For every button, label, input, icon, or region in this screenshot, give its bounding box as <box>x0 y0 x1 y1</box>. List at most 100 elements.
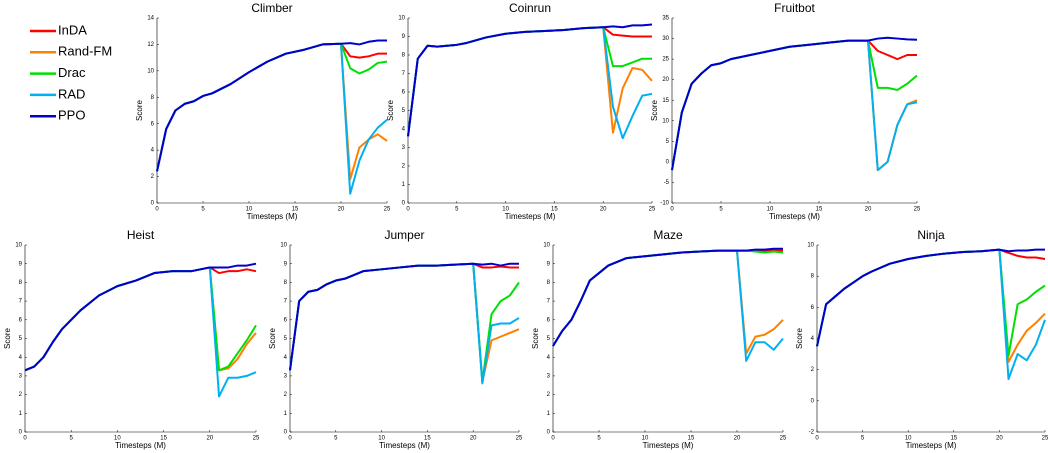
x-axis-label: Timesteps (M) <box>643 441 694 450</box>
y-tick-label: 0 <box>547 430 551 436</box>
x-tick-label: 5 <box>70 436 74 442</box>
y-tick-label: 0 <box>811 398 815 404</box>
x-tick-label: 0 <box>815 436 819 442</box>
y-tick-label: 0 <box>666 159 670 165</box>
series-line: Drac <box>156 42 388 172</box>
series-line: PPO <box>156 39 387 172</box>
y-tick-label: 9 <box>19 261 23 267</box>
x-tick-label: 15 <box>816 207 823 213</box>
y-tick-label: 4 <box>151 148 155 154</box>
y-tick-label: 10 <box>398 16 405 22</box>
x-axis-label: Timesteps (M) <box>505 212 556 221</box>
y-tick-label: 10 <box>662 118 669 124</box>
axes <box>552 245 783 433</box>
y-tick-label: 8 <box>402 53 406 59</box>
x-tick-label: 25 <box>253 436 260 442</box>
x-tick-label: 25 <box>914 207 921 213</box>
x-tick-label: 10 <box>246 207 253 213</box>
axes <box>407 18 652 204</box>
chart-title: Ninja <box>917 228 945 242</box>
x-tick-label: 0 <box>551 436 555 442</box>
series-line: Rand-FM <box>24 266 257 372</box>
axes <box>156 18 387 204</box>
series-line: PPO <box>289 262 519 371</box>
x-tick-label: 25 <box>1042 436 1048 442</box>
y-tick-label: 4 <box>19 355 23 361</box>
y-tick-label: 25 <box>662 57 669 63</box>
y-tick-label: 3 <box>19 373 23 379</box>
axes <box>816 245 1045 433</box>
series-line: Drac <box>671 39 918 171</box>
series-line: InDA <box>24 266 257 372</box>
y-tick-label: 5 <box>547 336 551 342</box>
y-axis-label: Score <box>268 328 277 349</box>
y-axis-label: Score <box>795 328 804 349</box>
y-tick-label: 10 <box>807 243 814 249</box>
y-tick-label: 20 <box>662 77 669 83</box>
y-tick-label: -2 <box>809 430 815 436</box>
x-tick-label: 0 <box>670 207 674 213</box>
y-tick-label: 6 <box>547 317 551 323</box>
x-tick-label: 20 <box>206 436 213 442</box>
y-tick-label: 2 <box>19 392 23 398</box>
y-tick-label: 10 <box>15 243 22 249</box>
series-line: Rand-FM <box>671 39 918 172</box>
x-tick-label: 5 <box>719 207 723 213</box>
y-tick-label: 4 <box>284 355 288 361</box>
chart-title: Jumper <box>384 228 424 242</box>
series-line: InDA <box>671 39 917 171</box>
y-tick-label: 0 <box>151 201 155 207</box>
y-tick-label: 10 <box>280 243 287 249</box>
x-tick-label: 5 <box>861 436 865 442</box>
series-line: PPO <box>816 248 1045 347</box>
y-tick-label: 6 <box>811 305 815 311</box>
x-axis-label: Timesteps (M) <box>906 441 957 450</box>
y-tick-label: 0 <box>19 430 23 436</box>
y-tick-label: 6 <box>151 121 155 127</box>
x-tick-label: 10 <box>502 207 509 213</box>
x-tick-label: 15 <box>292 207 299 213</box>
y-tick-label: 0 <box>284 430 288 436</box>
axes <box>671 18 917 204</box>
y-tick-label: 4 <box>811 336 815 342</box>
legend-label: Drac <box>58 65 86 80</box>
chart-title: Fruitbot <box>774 1 815 15</box>
series-line: InDA <box>552 249 783 347</box>
series-line: Drac <box>24 266 257 372</box>
y-tick-label: 7 <box>284 299 288 305</box>
y-axis-label: Score <box>3 328 12 349</box>
y-tick-label: -10 <box>660 201 669 207</box>
series-line: PPO <box>671 36 918 171</box>
series-line: Drac <box>816 248 1046 357</box>
x-tick-label: 5 <box>597 436 601 442</box>
y-tick-label: 2 <box>151 174 155 180</box>
x-axis-label: Timesteps (M) <box>115 441 166 450</box>
y-tick-label: 9 <box>547 261 551 267</box>
axes <box>289 245 519 433</box>
y-tick-label: -5 <box>664 180 670 186</box>
y-tick-label: 3 <box>547 373 551 379</box>
y-tick-label: 0 <box>402 201 406 207</box>
y-tick-label: 5 <box>402 108 406 114</box>
x-tick-label: 20 <box>996 436 1003 442</box>
y-tick-label: 10 <box>543 243 550 249</box>
x-axis-label: Timesteps (M) <box>247 212 298 221</box>
y-tick-label: 10 <box>147 68 154 74</box>
y-tick-label: 9 <box>402 34 406 40</box>
chart-title: Maze <box>653 228 683 242</box>
series-line: InDA <box>289 262 519 371</box>
y-tick-label: 7 <box>19 299 23 305</box>
x-tick-label: 20 <box>470 436 477 442</box>
series-line: Drac <box>552 249 784 347</box>
y-tick-label: 4 <box>547 355 551 361</box>
chart-title: Heist <box>127 228 155 242</box>
legend-label: RAD <box>58 86 85 101</box>
series-line: PPO <box>24 262 257 372</box>
x-tick-label: 15 <box>160 436 167 442</box>
series-line: RAD <box>552 249 784 362</box>
y-tick-label: 4 <box>402 127 406 133</box>
x-axis-label: Timesteps (M) <box>379 441 430 450</box>
x-axis-label: Timesteps (M) <box>769 212 820 221</box>
